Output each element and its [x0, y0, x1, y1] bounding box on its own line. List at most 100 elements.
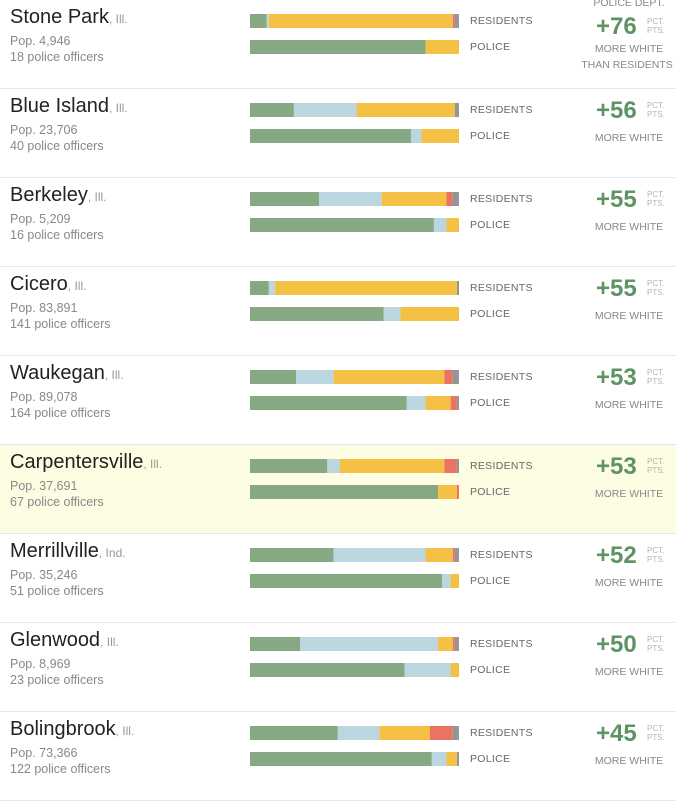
residents-segment-other [452, 370, 459, 384]
officers-label: 51 police officers [10, 584, 104, 598]
city-state: , Ill. [87, 190, 107, 204]
residents-segment-black [333, 548, 426, 562]
city-row: Glenwood, Ill. Pop. 8,969 23 police office… [0, 623, 676, 712]
residents-segment-hispanic [275, 281, 457, 295]
police-segment-hispanic [425, 40, 459, 54]
more-white-label: MORE WHITE [594, 43, 664, 55]
more-white-label: MORE WHITE [594, 488, 664, 500]
pts-label: PTS. [647, 644, 665, 653]
residents-segment-hispanic [425, 548, 453, 562]
police-segment-black [404, 663, 451, 677]
population-label: Pop. 37,691 [10, 479, 78, 493]
pts-label: PTS. [647, 26, 665, 35]
city-title: Blue Island, Ill. [10, 95, 128, 118]
city-title: Merrillville, Ind. [10, 540, 126, 563]
city-state: , Ill. [108, 12, 128, 26]
city-title: Bolingbrook, Ill. [10, 718, 134, 741]
police-segment-hispanic [421, 129, 459, 143]
more-white-label: MORE WHITE [594, 399, 664, 411]
population-label: Pop. 83,891 [10, 301, 78, 315]
city-state: , Ind. [98, 546, 126, 560]
pts-label: PTS. [647, 377, 665, 386]
pct-pts-unit: PCT. PTS. [647, 635, 671, 653]
officers-label: 16 police officers [10, 228, 104, 242]
residents-segment-black [337, 726, 380, 740]
police-segment-black [410, 129, 422, 143]
difference-value: +50 [596, 631, 637, 658]
residents-bar [250, 459, 459, 473]
city-name: Merrillville [10, 540, 99, 562]
difference-value: +53 [596, 453, 637, 480]
residents-segment-asian [444, 459, 457, 473]
police-segment-white [250, 218, 434, 232]
residents-segment-black [327, 459, 340, 473]
population-label: Pop. 8,969 [10, 657, 71, 671]
police-segment-black [431, 752, 447, 766]
city-row: Bolingbrook, Ill. Pop. 73,366 122 police o… [0, 712, 676, 801]
police-segment-white [250, 307, 384, 321]
city-name: Cicero [10, 273, 68, 295]
residents-label: RESIDENTS [470, 371, 533, 383]
residents-segment-white [250, 14, 267, 28]
police-label: POLICE [470, 397, 511, 409]
police-bar [250, 752, 459, 766]
police-label: POLICE [470, 664, 511, 676]
city-state: , Ill. [100, 635, 119, 649]
residents-label: RESIDENTS [470, 193, 533, 205]
pts-label: PTS. [647, 110, 665, 119]
pct-label: PCT. [647, 724, 665, 733]
residents-segment-black [266, 14, 269, 28]
population-label: Pop. 89,078 [10, 390, 78, 404]
more-white-label: MORE WHITE [594, 577, 664, 589]
police-label: POLICE [470, 41, 511, 53]
police-label: POLICE [470, 130, 511, 142]
residents-segment-white [250, 548, 334, 562]
police-bar [250, 574, 459, 588]
population-label: Pop. 23,706 [10, 123, 78, 137]
residents-segment-other [454, 548, 459, 562]
police-segment-asian [456, 485, 459, 499]
population-label: Pop. 4,946 [10, 34, 71, 48]
residents-segment-hispanic [333, 370, 445, 384]
residents-bar [250, 370, 459, 384]
police-segment-hispanic [400, 307, 459, 321]
police-segment-black [442, 574, 451, 588]
residents-label: RESIDENTS [470, 549, 533, 561]
police-segment-hispanic [450, 574, 459, 588]
population-label: Pop. 35,246 [10, 568, 78, 582]
residents-segment-asian [444, 370, 453, 384]
residents-segment-hispanic [438, 637, 453, 651]
residents-segment-asian [452, 637, 455, 651]
residents-segment-black [318, 192, 382, 206]
residents-segment-white [250, 281, 269, 295]
police-bar [250, 396, 459, 410]
police-segment-black [406, 396, 426, 410]
difference-value: +55 [596, 186, 637, 213]
residents-segment-other [454, 637, 459, 651]
officers-label: 18 police officers [10, 50, 104, 64]
police-segment-white [250, 396, 407, 410]
pts-label: PTS. [647, 733, 665, 742]
pct-pts-unit: PCT. PTS. [647, 101, 671, 119]
officers-label: 141 police officers [10, 317, 111, 331]
city-title: Glenwood, Ill. [10, 629, 119, 652]
pct-pts-unit: PCT. PTS. [647, 368, 671, 386]
police-dept-note: POLICE DEPT. [593, 0, 665, 9]
residents-segment-black [295, 370, 334, 384]
more-white-label: MORE WHITE [594, 755, 664, 767]
police-segment-hispanic [438, 485, 457, 499]
residents-bar [250, 548, 459, 562]
residents-bar [250, 637, 459, 651]
city-name: Berkeley [10, 184, 88, 206]
residents-segment-asian [452, 14, 455, 28]
residents-label: RESIDENTS [470, 638, 533, 650]
pct-pts-unit: PCT. PTS. [647, 190, 671, 208]
residents-bar [250, 726, 459, 740]
city-row: Cicero, Ill. Pop. 83,891 141 police office… [0, 267, 676, 356]
police-label: POLICE [470, 219, 511, 231]
police-segment-black [433, 218, 447, 232]
residents-segment-asian [446, 192, 453, 206]
city-title: Berkeley, Ill. [10, 184, 106, 207]
residents-segment-white [250, 726, 338, 740]
pct-label: PCT. [647, 546, 665, 555]
